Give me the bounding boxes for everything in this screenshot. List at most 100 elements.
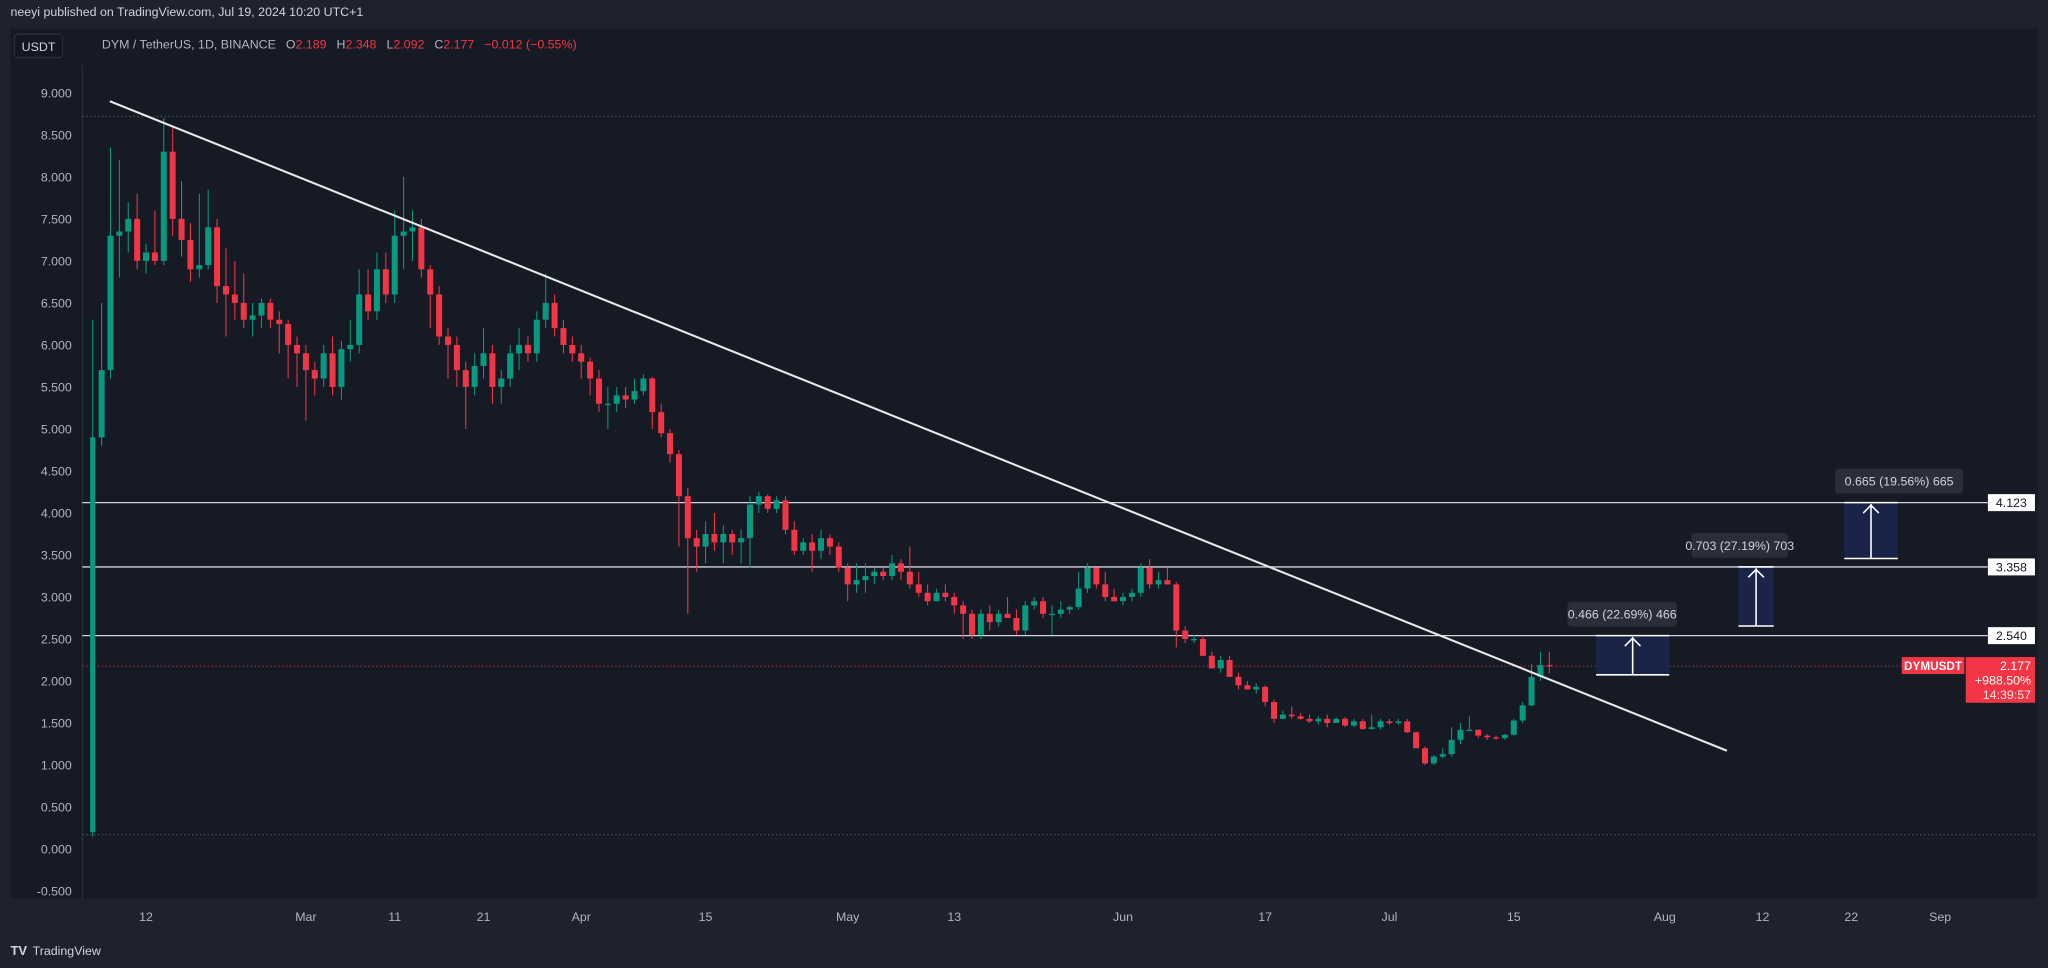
arrow-up-icon xyxy=(1862,504,1880,514)
price-tick-label: 7.500 xyxy=(41,212,72,226)
candle-body-up xyxy=(507,353,514,379)
candle-body-down xyxy=(915,584,922,593)
candle-body-down xyxy=(489,353,496,387)
range-guides xyxy=(82,115,2038,836)
measurements[interactable]: 0.466 (22.69%) 466 0.703 (27.19%) 703 0.66… xyxy=(1567,468,1964,676)
candle-body-up xyxy=(98,370,105,438)
candle-body-up xyxy=(746,504,753,539)
price-tick-label: 1.000 xyxy=(41,759,72,773)
candle-body-down xyxy=(826,538,833,547)
candle-body-up xyxy=(516,344,523,354)
candle-body-up xyxy=(1377,721,1384,728)
price-tick-label: 0.000 xyxy=(41,843,72,857)
candle-body-down xyxy=(1270,702,1277,719)
candle-body-down xyxy=(285,323,292,345)
candle-body-up xyxy=(631,391,638,400)
candle-body-down xyxy=(329,353,336,387)
symbol-tag-bg xyxy=(1901,657,1965,675)
time-tick-label: Mar xyxy=(295,910,316,924)
candle-body-down xyxy=(1413,732,1420,749)
candle-body-up xyxy=(871,571,878,576)
candle-body-up xyxy=(1066,607,1073,610)
current-price-box xyxy=(1965,657,2035,703)
price-tick-label: 3.000 xyxy=(41,591,72,605)
candle-body-down xyxy=(835,546,842,568)
time-tick-label: May xyxy=(836,910,860,924)
candle-body-up xyxy=(90,437,96,833)
candle-body-down xyxy=(436,294,443,337)
price-tick-label: 5.500 xyxy=(41,381,72,395)
level-label-box xyxy=(1987,494,2035,512)
candle-body-down xyxy=(551,302,558,329)
candle-body-up xyxy=(1395,721,1402,724)
candle-body-down xyxy=(658,412,665,434)
candle-body-down xyxy=(693,538,700,547)
symbol-legend[interactable]: DYM / TetherUS, 1D, BINANCE O2.189 H2.34… xyxy=(102,37,577,51)
trendline[interactable] xyxy=(109,100,1728,752)
candle-body-down xyxy=(1182,630,1189,640)
candle-body-down xyxy=(294,344,301,354)
measure-label-text: 0.466 (22.69%) 466 xyxy=(1568,608,1677,622)
candle-body-up xyxy=(613,395,620,404)
arrow-up-icon xyxy=(1624,637,1642,647)
price-tick-label: 5.000 xyxy=(41,423,72,437)
price-tick-label: 3.500 xyxy=(41,549,72,563)
candle-body-down xyxy=(231,294,238,303)
candle-body-up xyxy=(205,227,212,266)
candle-body-up xyxy=(471,365,478,387)
horizontal-levels[interactable] xyxy=(82,501,1988,637)
candle-body-down xyxy=(986,613,993,623)
candle-body-up xyxy=(125,218,132,232)
candle-body-up xyxy=(1448,739,1455,755)
candle-body-up xyxy=(933,592,940,602)
price-axis[interactable]: 9.000 8.500 8.000 7.500 7.000 6.500 6.000 5.500… xyxy=(37,65,83,899)
candle-body-up xyxy=(720,533,727,543)
chart-pane[interactable] xyxy=(10,28,2038,899)
candle-body-up xyxy=(1120,596,1127,602)
candle-body-down xyxy=(844,567,851,585)
candle-body-down xyxy=(711,533,718,543)
current-change: +988.50% xyxy=(1975,673,2031,687)
change-value: −0.012 (−0.55%) xyxy=(484,37,576,51)
candle-body-down xyxy=(365,294,372,312)
price-tick-label: 2.500 xyxy=(41,633,72,647)
candle-body-down xyxy=(222,286,229,295)
candle-body-down xyxy=(587,361,594,379)
measure-label-text: 0.703 (27.19%) 703 xyxy=(1685,539,1794,553)
time-tick-label: Sep xyxy=(1929,910,1951,924)
price-tick-label: 6.000 xyxy=(41,338,72,352)
time-tick-label: Aug xyxy=(1654,910,1676,924)
currency-button[interactable]: USDT xyxy=(13,33,64,59)
candle-body-up xyxy=(338,349,345,387)
price-tick-label: -0.500 xyxy=(37,885,72,899)
candle-body-down xyxy=(1111,596,1118,602)
time-tick-label: 13 xyxy=(947,910,961,924)
time-tick-label: 12 xyxy=(139,910,153,924)
candle-body-up xyxy=(1084,567,1091,589)
candle-body-up xyxy=(249,315,256,320)
candle-body-up xyxy=(1368,727,1375,729)
candle-body-up xyxy=(1253,686,1260,690)
tradingview-logo[interactable]: TV TradingView xyxy=(10,943,100,958)
price-tick-label: 8.000 xyxy=(41,170,72,184)
candle-body-down xyxy=(1199,639,1206,656)
candle-body-down xyxy=(906,571,913,585)
candle-body-up xyxy=(800,542,807,551)
candle-body-up xyxy=(1439,754,1446,757)
candle-body-down xyxy=(1297,716,1304,719)
price-tick-label: 2.000 xyxy=(41,675,72,689)
candle-body-down xyxy=(569,344,576,354)
candle-body-down xyxy=(951,596,958,606)
candle-body-down xyxy=(1146,567,1153,585)
level-label-text: 4.123 xyxy=(1996,496,2027,510)
candles xyxy=(90,118,1553,837)
candle-body-up xyxy=(1022,605,1029,631)
candle-body-down xyxy=(187,239,194,270)
time-axis[interactable]: 12 Mar 11 21 Apr 15 May 13 Jun 17 Jul 15 Aug 12 22 Sep xyxy=(139,910,1951,924)
time-tick-label: 15 xyxy=(1507,910,1521,924)
candle-body-up xyxy=(1075,588,1082,608)
candle-body-down xyxy=(1421,748,1428,764)
low-value: 2.092 xyxy=(393,37,424,51)
candle-body-down xyxy=(418,227,425,270)
